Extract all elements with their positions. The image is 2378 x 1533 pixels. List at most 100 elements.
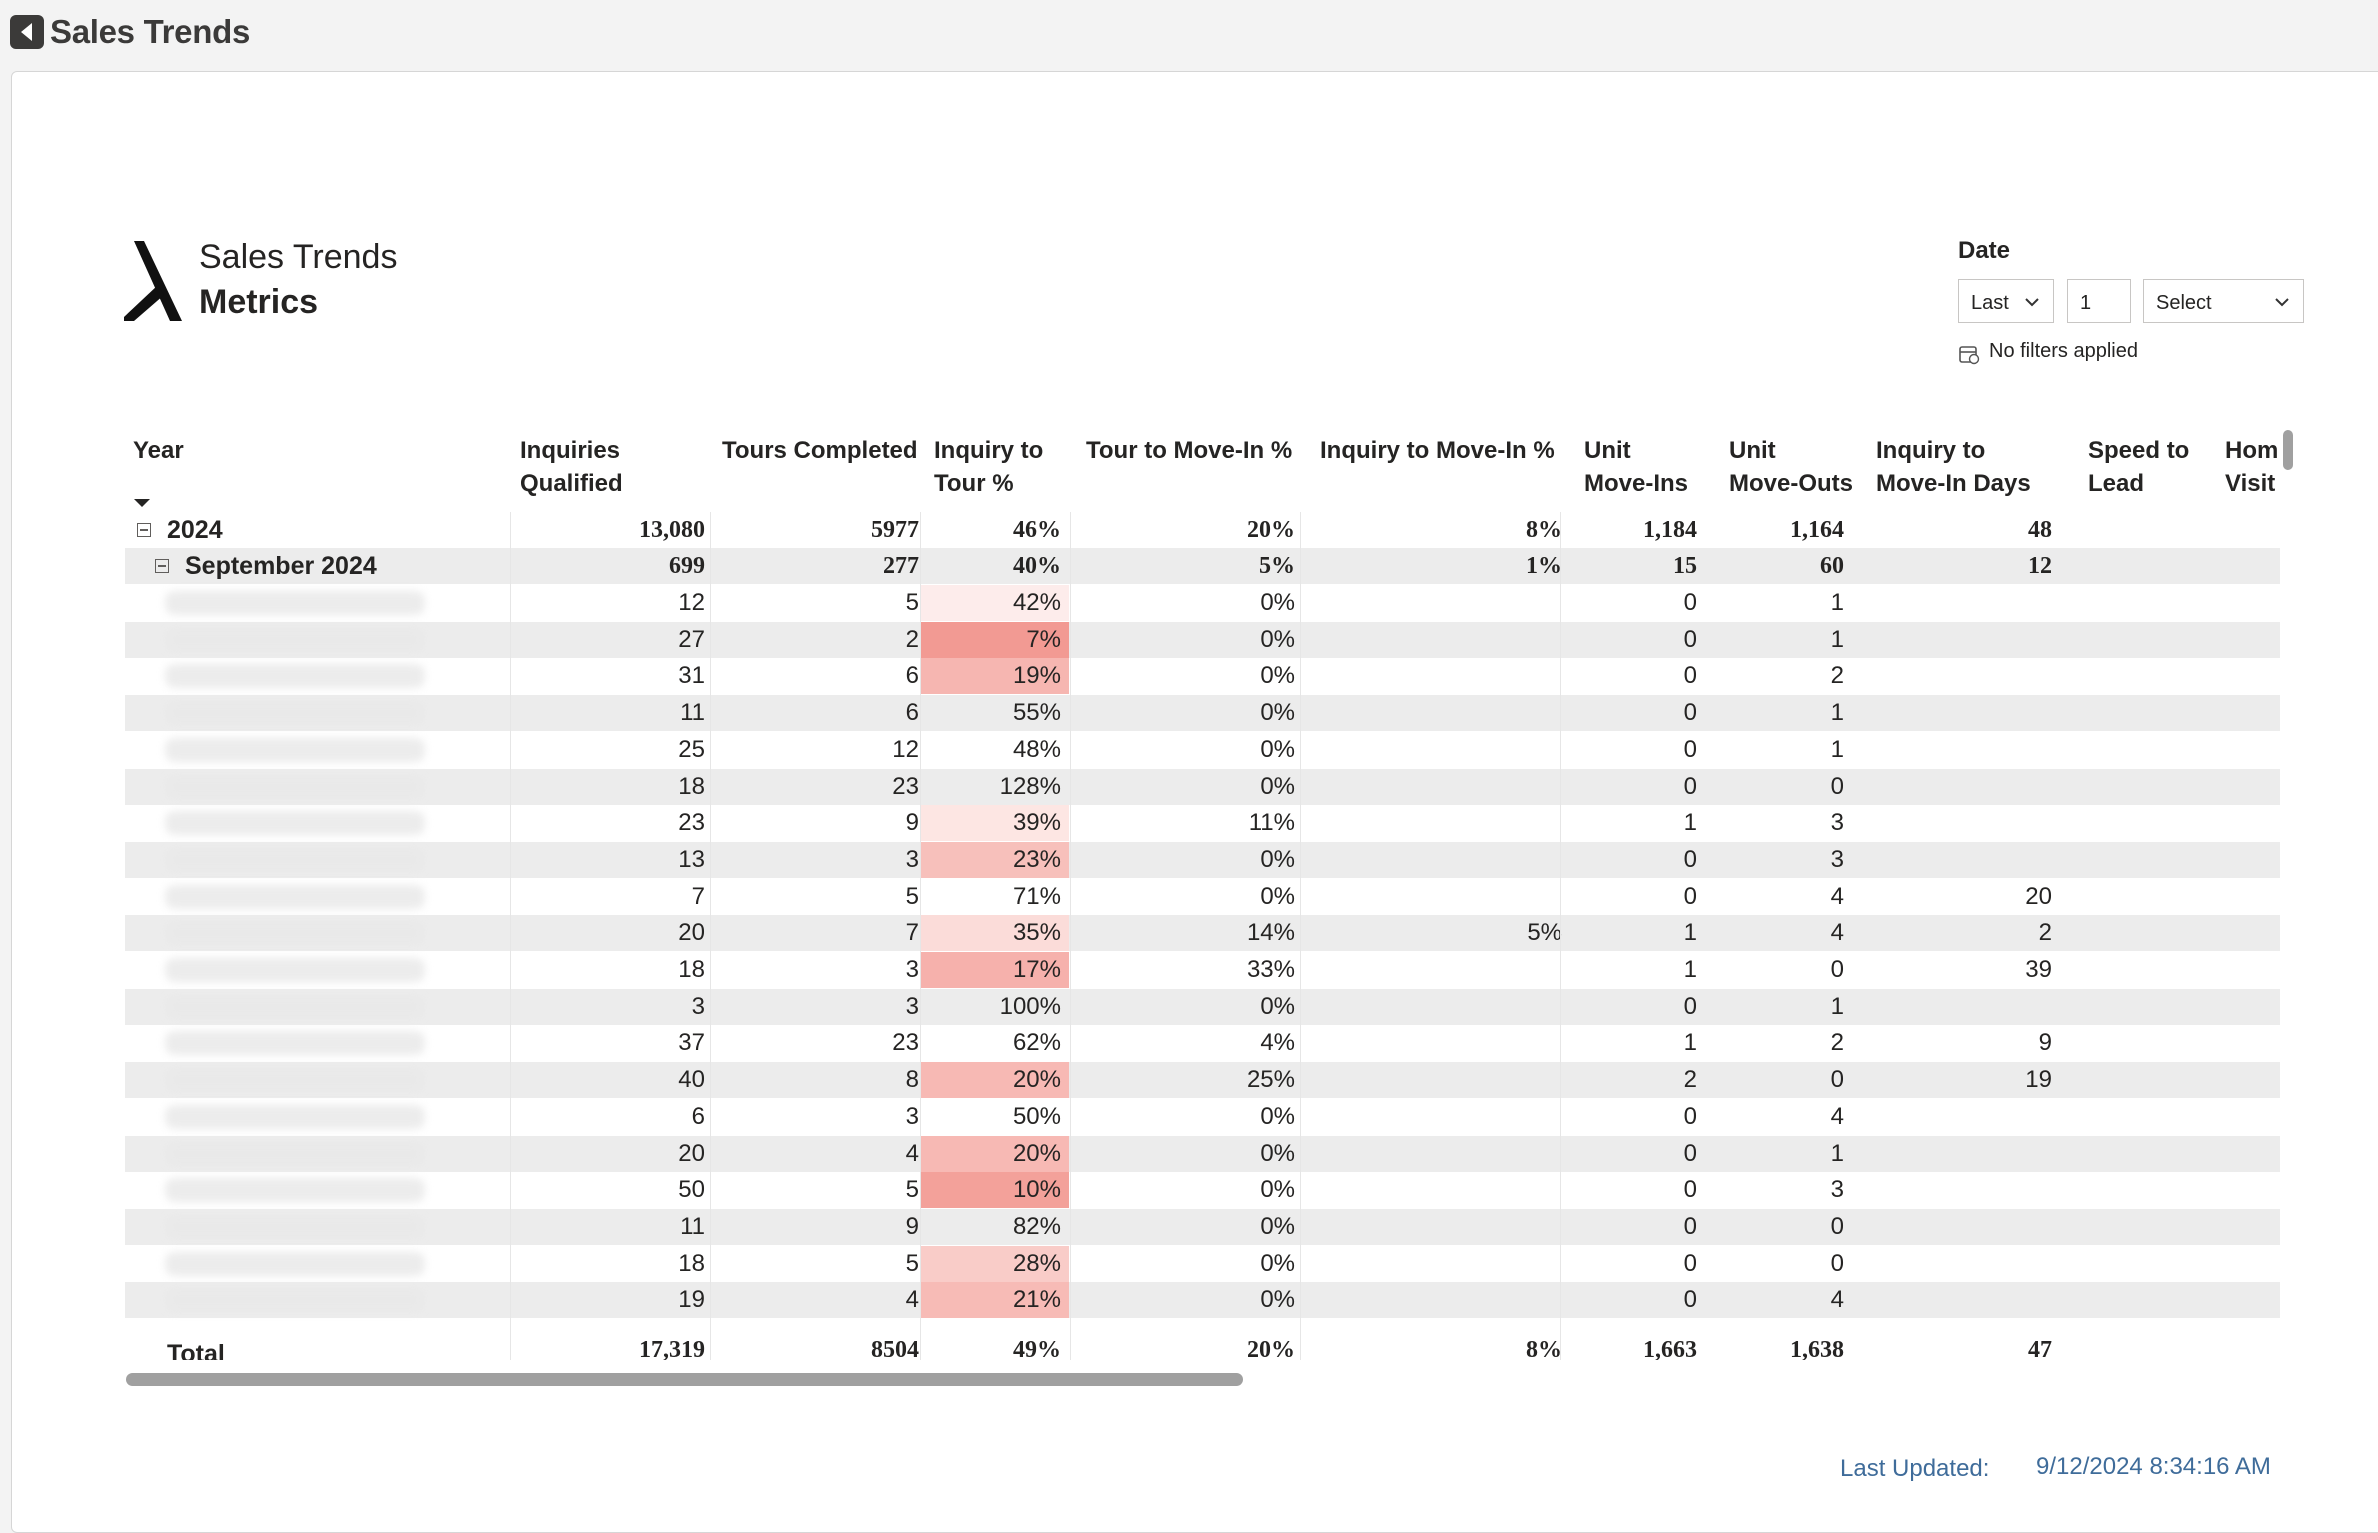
table-cell: 0% — [1260, 589, 1295, 616]
table-cell: 50 — [678, 1176, 705, 1204]
table-row[interactable]: 18 23 128% 0% 0 0 — [125, 768, 2280, 805]
redacted-community-name — [165, 1068, 425, 1093]
table-row[interactable]: 27 2 7% 0% 0 1 — [125, 621, 2280, 658]
table-row[interactable]: 50 5 10% 0% 0 3 — [125, 1172, 2280, 1209]
year-row[interactable]: 2024 13,080 5977 46% 20% 8% 1,184 1,164 48 — [125, 512, 2280, 548]
period-count-input[interactable]: 1 — [2067, 279, 2131, 323]
column-header[interactable]: Unit Move-Ins — [1584, 434, 1688, 500]
column-header[interactable]: Tours Completed — [722, 434, 918, 467]
relative-period-dropdown[interactable]: Last — [1958, 279, 2054, 323]
table-cell: 1% — [1526, 553, 1562, 579]
table-cell: 3 — [905, 956, 919, 983]
table-row[interactable]: 40 8 20% 25% 2 0 19 — [125, 1062, 2280, 1099]
table-row[interactable]: 13 3 23% 0% 0 3 — [125, 841, 2280, 878]
table-cell — [2065, 1025, 2203, 1061]
table-cell — [2065, 658, 2203, 694]
table-cell — [1855, 1246, 2060, 1282]
table-cell: 20 — [678, 1139, 705, 1167]
table-row[interactable]: 12 5 42% 0% 0 1 — [125, 585, 2280, 621]
collapse-icon[interactable] — [137, 523, 151, 537]
table-cell: 0 — [1683, 1139, 1697, 1167]
table-row[interactable]: 19 4 21% 0% 0 4 — [125, 1282, 2280, 1319]
table-cell: 0 — [1830, 1212, 1844, 1240]
table-cell: 17% — [920, 952, 1069, 988]
table-row[interactable]: 20 4 20% 0% 0 1 — [125, 1135, 2280, 1172]
table-row[interactable]: 3 3 100% 0% 0 1 — [125, 988, 2280, 1025]
table-cell: 0% — [1260, 1286, 1295, 1314]
redacted-community-name — [165, 701, 425, 726]
table-cell: 3 — [905, 992, 919, 1020]
table-row[interactable]: 11 9 82% 0% 0 0 — [125, 1208, 2280, 1245]
table-cell: 0% — [1260, 625, 1295, 653]
table-row[interactable]: 20 7 35% 14% 5% 1 4 2 — [125, 915, 2280, 952]
table-cell: 2 — [1830, 662, 1844, 690]
table-cell — [2065, 732, 2203, 768]
table-row[interactable]: 18 5 28% 0% 0 0 — [125, 1245, 2280, 1282]
period-unit-dropdown[interactable]: Select — [2143, 279, 2304, 323]
table-cell: 19 — [678, 1286, 705, 1314]
back-button[interactable] — [10, 15, 44, 49]
table-cell — [2065, 805, 2203, 841]
column-header-text: Inquiry to Move-In % — [1320, 437, 1555, 464]
metrics-matrix-table[interactable]: Year Inquiries Qualified Tours Completed Inq… — [125, 420, 2280, 1360]
column-header[interactable]: Inquiry to Move-In Days — [1876, 434, 2031, 500]
column-header[interactable]: Inquiries Qualified — [520, 434, 623, 500]
column-header-text: Year — [133, 437, 184, 464]
table-cell: 82% — [1012, 1212, 1061, 1240]
table-cell — [2065, 1099, 2203, 1135]
table-row[interactable]: 23 9 39% 11% 1 3 — [125, 805, 2280, 842]
table-row[interactable]: 31 6 19% 0% 0 2 — [125, 658, 2280, 695]
horizontal-scrollbar[interactable] — [126, 1373, 1243, 1386]
table-cell: 49% — [1013, 1337, 1061, 1360]
table-cell: 0% — [1260, 662, 1295, 690]
column-header[interactable]: Tour to Move-In % — [1086, 434, 1292, 467]
table-cell: 0 — [1830, 956, 1844, 983]
table-row[interactable]: 37 23 62% 4% 1 2 9 — [125, 1025, 2280, 1061]
table-cell: 15 — [1673, 553, 1697, 579]
column-header[interactable]: Inquiry to Tour % — [934, 434, 1043, 500]
table-cell: 20% — [1247, 517, 1295, 543]
table-row[interactable]: 25 12 48% 0% 0 1 — [125, 732, 2280, 768]
table-row[interactable]: 6 3 50% 0% 0 4 — [125, 1099, 2280, 1135]
redacted-community-name — [165, 994, 425, 1019]
table-cell: 9 — [905, 809, 919, 837]
period-count-value: 1 — [2080, 292, 2092, 314]
table-cell: 0 — [1683, 1212, 1697, 1240]
table-row[interactable]: 11 6 55% 0% 0 1 — [125, 695, 2280, 732]
table-cell — [1300, 1172, 1570, 1208]
table-cell: 3 — [905, 1102, 919, 1130]
table-cell: 23 — [892, 1029, 919, 1057]
collapse-icon[interactable] — [155, 559, 169, 573]
company-logo — [124, 241, 182, 321]
column-header-text: Tour to Move-In % — [1086, 437, 1293, 464]
table-cell: 23% — [920, 841, 1069, 878]
table-cell: 699 — [669, 553, 705, 579]
sort-descending-icon[interactable] — [133, 497, 153, 509]
table-cell: 20 — [678, 919, 705, 947]
total-label: Total — [167, 1340, 225, 1360]
table-cell: 5 — [905, 1249, 919, 1277]
table-row[interactable]: 7 5 71% 0% 0 4 20 — [125, 879, 2280, 915]
table-cell: 12 — [2028, 553, 2052, 579]
column-header[interactable]: Year — [133, 434, 184, 467]
app-title: Sales Trends — [50, 13, 251, 50]
table-cell: 27 — [678, 625, 705, 653]
table-cell — [2065, 695, 2203, 731]
column-header-text: Hom — [2225, 437, 2279, 464]
table-cell — [1300, 622, 1570, 658]
table-cell: 0 — [1683, 845, 1697, 873]
table-row[interactable]: 18 3 17% 33% 1 0 39 — [125, 952, 2280, 988]
column-header-text: Move-In Days — [1876, 470, 2031, 497]
table-cell — [1855, 1282, 2060, 1318]
column-header[interactable]: Unit Move-Outs — [1729, 434, 1853, 500]
vertical-scrollbar[interactable] — [2283, 430, 2293, 470]
table-cell: 3 — [905, 845, 919, 873]
month-row[interactable]: September 2024 699 277 40% 5% 1% 15 60 12 — [125, 548, 2280, 584]
column-header[interactable]: Speed to Lead — [2088, 434, 2189, 500]
chevron-down-icon — [2025, 298, 2039, 307]
column-header[interactable]: Inquiry to Move-In % — [1320, 434, 1555, 467]
table-cell: 5% — [1527, 919, 1562, 947]
table-cell — [1855, 842, 2060, 878]
table-cell — [1300, 1136, 1570, 1172]
column-header[interactable]: Hom Visit — [2225, 434, 2278, 500]
